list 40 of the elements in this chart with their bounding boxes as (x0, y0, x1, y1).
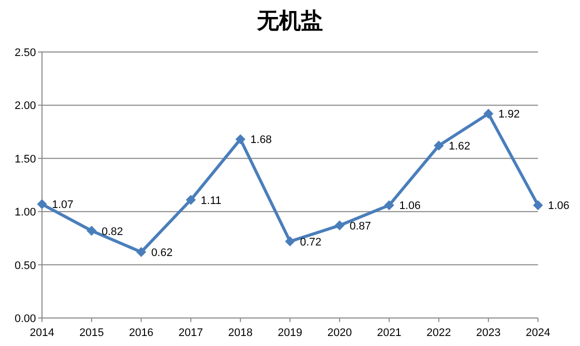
x-tick-label: 2021 (376, 327, 402, 339)
y-tick-label: 1.50 (14, 153, 36, 166)
point (136, 247, 146, 258)
data-label: 0.62 (151, 247, 173, 260)
point (434, 140, 444, 151)
data-label: 1.92 (498, 108, 520, 121)
x-tick-label: 2017 (178, 327, 204, 339)
data-label: 0.87 (350, 220, 372, 232)
point (533, 200, 543, 210)
x-tick-label: 2019 (278, 327, 302, 339)
data-label: 1.06 (399, 200, 421, 212)
point (285, 236, 295, 246)
x-tick-label: 2016 (128, 327, 154, 339)
y-tick-label: 0.50 (14, 260, 36, 272)
point (37, 199, 47, 210)
y-tick-label: 0.00 (14, 313, 36, 325)
x-tick-label: 2014 (30, 327, 54, 339)
point (86, 226, 97, 236)
x-tick-label: 2015 (79, 327, 104, 339)
point (384, 200, 394, 210)
point (186, 194, 196, 205)
x-tick-label: 2024 (526, 327, 550, 339)
data-label: 1.62 (448, 140, 470, 153)
x-tick-label: 2020 (327, 327, 352, 339)
data-label: 1.07 (52, 199, 74, 212)
x-tick-label: 2023 (476, 327, 501, 339)
data-label: 0.72 (300, 236, 322, 248)
point (235, 134, 246, 144)
y-tick-label: 2.50 (14, 47, 36, 59)
x-tick-label: 2022 (426, 327, 452, 339)
y-tick-label: 2.00 (14, 100, 36, 112)
y-tick-label: 1.00 (14, 206, 36, 219)
point (334, 220, 345, 230)
x-tick-label: 2018 (228, 327, 253, 339)
data-label: 1.68 (250, 134, 272, 146)
data-label: 1.11 (200, 194, 222, 207)
point (483, 108, 494, 119)
chart-title: 无机盐 (256, 8, 323, 34)
data-label: 1.06 (548, 200, 570, 212)
data-label: 0.82 (102, 226, 124, 238)
